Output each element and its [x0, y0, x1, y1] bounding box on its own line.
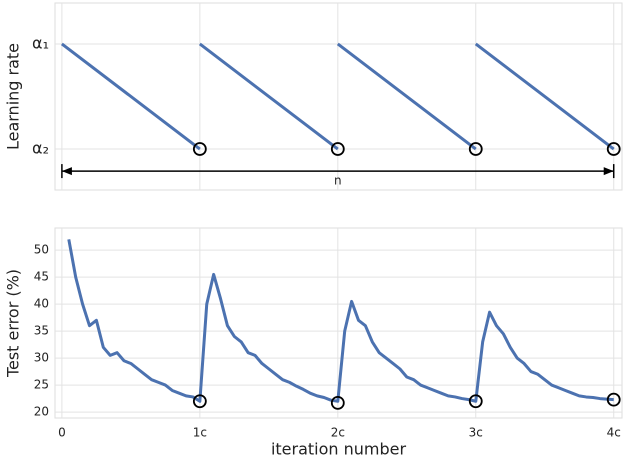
y-tick-label: α₂: [32, 139, 49, 158]
snapshot-marker: [468, 394, 483, 409]
y-tick-label: 50: [34, 243, 49, 257]
x-tick-label: 0: [58, 426, 66, 440]
y-tick-label: 30: [34, 351, 49, 365]
x-tick-label: 2c: [331, 426, 345, 440]
snapshot-marker: [192, 142, 207, 156]
arrow-head: [61, 167, 72, 176]
x-tick-label: 1c: [193, 426, 207, 440]
x-axis-label: iteration number: [271, 440, 407, 459]
snapshot-marker: [330, 395, 345, 410]
y-tick-label: 35: [34, 324, 49, 338]
snapshot-marker: [192, 394, 207, 409]
snapshot-marker: [606, 392, 621, 407]
y-tick-label: α₁: [32, 33, 49, 52]
y-axis-label: Test error (%): [4, 269, 23, 378]
y-tick-label: 25: [34, 378, 49, 392]
snapshot-marker: [606, 142, 621, 156]
series-line: [60, 42, 615, 151]
series-line: [67, 239, 614, 403]
axes-frame: [54, 2, 623, 191]
y-tick-label: 45: [34, 270, 49, 284]
y-tick-label: 40: [34, 297, 49, 311]
axes-frame: [54, 227, 623, 419]
x-tick-label: 4c: [607, 426, 621, 440]
x-tick-label: 3c: [469, 426, 483, 440]
snapshot-marker: [468, 142, 483, 156]
arrow-head: [603, 167, 614, 176]
snapshot-marker: [330, 142, 345, 156]
y-tick-label: 20: [34, 405, 49, 419]
annotation-label: n: [334, 174, 342, 188]
y-axis-label: Learning rate: [4, 43, 23, 150]
